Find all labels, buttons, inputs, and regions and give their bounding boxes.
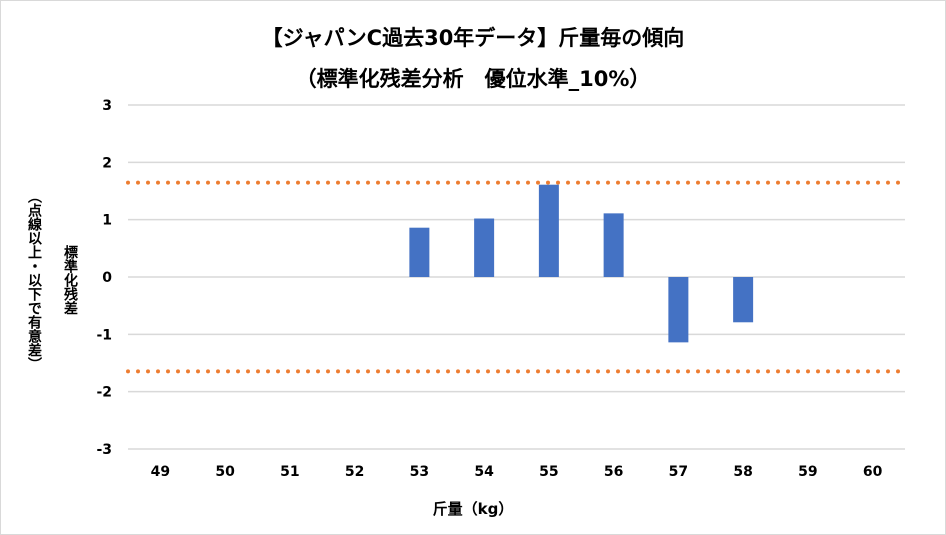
bar-57: [668, 277, 689, 343]
bar-55: [538, 184, 559, 277]
chart-subtitle: （標準化残差分析 優位水準_10%）: [295, 67, 651, 91]
y-tick-label: -1: [96, 327, 112, 343]
y-tick-label: -2: [96, 385, 112, 401]
x-tick-label: 58: [733, 464, 752, 480]
x-tick-label: 54: [474, 464, 494, 480]
y-axis-label: （点線以上・以下で有意差） 標準化残差: [20, 140, 90, 420]
y-axis-title: 標準化残差: [62, 245, 78, 315]
x-tick-label: 51: [280, 464, 299, 480]
x-tick-label: 50: [215, 464, 235, 480]
x-tick-label: 60: [863, 464, 883, 480]
x-tick-label: 55: [539, 464, 558, 480]
x-tick-label: 53: [410, 464, 429, 480]
y-tick-label: 0: [102, 270, 112, 286]
bar-56: [603, 213, 624, 277]
bar-53: [409, 227, 430, 277]
chart-title: 【ジャパンC過去30年データ】斤量毎の傾向: [261, 26, 685, 50]
y-tick-label: -3: [96, 442, 112, 458]
x-tick-label: 49: [151, 464, 170, 480]
bar-58: [733, 277, 754, 323]
x-tick-label: 56: [604, 464, 623, 480]
x-tick-label: 57: [669, 464, 688, 480]
y-tick-label: 1: [102, 213, 112, 229]
bar-54: [474, 218, 495, 277]
y-tick-label: 2: [102, 155, 112, 171]
y-axis-note: （点線以上・以下で有意差）: [26, 189, 42, 371]
x-tick-label: 52: [345, 464, 364, 480]
x-axis-title: 斤量（kg）: [432, 500, 514, 518]
x-tick-label: 59: [798, 464, 817, 480]
y-tick-label: 3: [102, 98, 112, 114]
